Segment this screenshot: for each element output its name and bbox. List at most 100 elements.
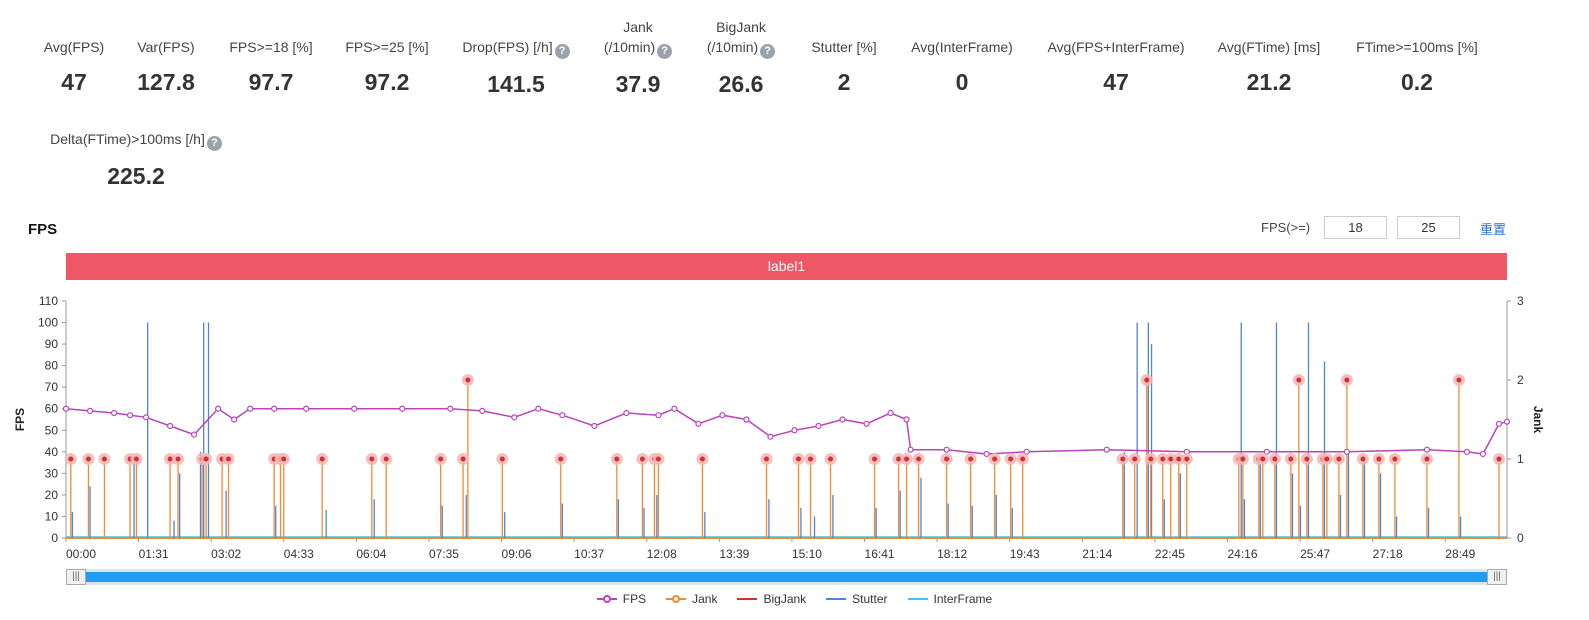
legend-swatch bbox=[907, 593, 928, 605]
label-bar[interactable]: label1 bbox=[66, 253, 1507, 280]
stat-label: Avg(FPS+InterFrame) bbox=[1047, 39, 1185, 55]
fps-threshold-input-1[interactable]: 18 bbox=[1324, 216, 1387, 239]
stat-label: Avg(FPS) bbox=[43, 39, 105, 55]
jank-point bbox=[1260, 456, 1266, 462]
jank-point bbox=[944, 456, 950, 462]
fps-point bbox=[1495, 420, 1503, 427]
jank-point bbox=[465, 377, 471, 383]
reset-button[interactable]: 重置 bbox=[1480, 222, 1507, 237]
jank-point bbox=[1120, 456, 1126, 462]
legend-item-interframe[interactable]: InterFrame bbox=[907, 592, 992, 606]
legend-label: BigJank bbox=[763, 592, 807, 606]
chart-title: FPS bbox=[28, 221, 58, 238]
y-tick-label: 40 bbox=[45, 445, 59, 459]
jank-point bbox=[1132, 456, 1138, 462]
jank-point bbox=[558, 456, 564, 462]
x-tick-label: 16:41 bbox=[865, 547, 895, 561]
legend-swatch bbox=[666, 593, 687, 605]
jank-point bbox=[1184, 456, 1190, 462]
slider-handle-left[interactable]: ||| bbox=[66, 569, 86, 585]
x-tick-label: 28:49 bbox=[1445, 547, 1475, 561]
help-icon[interactable]: ? bbox=[554, 44, 570, 59]
help-icon[interactable]: ? bbox=[206, 136, 222, 151]
fps-point bbox=[231, 416, 238, 423]
y2-axis-label: Jank bbox=[1531, 406, 1545, 434]
legend-label: FPS bbox=[622, 592, 647, 606]
x-tick-label: 01:31 bbox=[139, 547, 169, 561]
x-tick-label: 25:47 bbox=[1300, 547, 1330, 561]
jank-point bbox=[1020, 456, 1026, 462]
legend-item-fps[interactable]: FPS bbox=[596, 592, 647, 606]
jank-point bbox=[655, 456, 661, 462]
legend-item-stutter[interactable]: Stutter bbox=[826, 592, 888, 606]
jank-point bbox=[369, 456, 375, 462]
x-tick-label: 13:39 bbox=[719, 547, 749, 561]
jank-point bbox=[1008, 456, 1014, 462]
x-tick-label: 24:16 bbox=[1227, 547, 1257, 561]
legend-item-bigjank[interactable]: BigJank bbox=[737, 592, 806, 606]
stat-6: BigJank (/10min)? 26.6 bbox=[631, 17, 851, 98]
stat-label: FPS>=25 [%] bbox=[345, 39, 429, 55]
fps-point bbox=[863, 420, 870, 427]
stat-label: Drop(FPS) [/h]? bbox=[406, 37, 626, 59]
help-icon[interactable]: ? bbox=[657, 44, 673, 59]
jank-point bbox=[1424, 456, 1430, 462]
time-range-slider[interactable]: ||| ||| bbox=[66, 569, 1507, 585]
stat-label: Jank (/10min)? bbox=[528, 17, 748, 59]
fps-point bbox=[1479, 450, 1487, 458]
jank-point bbox=[1296, 377, 1302, 383]
y-tick-label: 20 bbox=[45, 488, 59, 502]
legend-item-jank[interactable]: Jank bbox=[666, 592, 717, 606]
fps-threshold-input-2[interactable]: 25 bbox=[1397, 216, 1460, 239]
jank-point bbox=[175, 456, 181, 462]
fps-point bbox=[1423, 446, 1431, 453]
fps-point bbox=[86, 407, 94, 414]
jank-point bbox=[872, 456, 878, 462]
fps-point bbox=[907, 446, 914, 453]
jank-point bbox=[796, 456, 802, 462]
fps-point bbox=[1023, 448, 1030, 455]
jank-point bbox=[85, 456, 91, 462]
x-tick-label: 00:00 bbox=[66, 547, 96, 561]
fps-point bbox=[791, 427, 798, 434]
slider-handle-right[interactable]: ||| bbox=[1487, 569, 1507, 585]
stat-value: 97.7 bbox=[248, 69, 294, 95]
jank-point bbox=[167, 456, 173, 462]
jank-point bbox=[1376, 456, 1382, 462]
y-tick-label: 80 bbox=[45, 359, 59, 373]
fps-filter-label: FPS(>=) bbox=[1261, 220, 1311, 235]
help-icon[interactable]: ? bbox=[760, 44, 776, 59]
fps-point bbox=[351, 405, 358, 412]
stat-label: Avg(FTime) [ms] bbox=[1217, 39, 1321, 55]
fps-point bbox=[271, 405, 278, 412]
x-tick-label: 15:10 bbox=[792, 547, 822, 561]
fps-point bbox=[1463, 448, 1471, 455]
x-tick-label: 12:08 bbox=[647, 547, 677, 561]
jank-point bbox=[1160, 456, 1166, 462]
x-tick-label: 09:06 bbox=[502, 547, 532, 561]
fps-point bbox=[943, 446, 950, 453]
y-axis-label: FPS bbox=[13, 408, 27, 431]
fps-point bbox=[743, 416, 750, 423]
stat-value: 21.2 bbox=[1246, 69, 1292, 95]
jank-point bbox=[1176, 456, 1182, 462]
stat-4: Drop(FPS) [/h]? 141.5 bbox=[406, 37, 626, 98]
fps-point bbox=[447, 405, 454, 412]
stat-value: 47 bbox=[61, 69, 87, 95]
fps-point bbox=[303, 405, 310, 412]
jank-point bbox=[1496, 456, 1502, 462]
fps-point bbox=[62, 405, 70, 412]
legend-swatch bbox=[596, 593, 617, 605]
fps-point bbox=[399, 405, 406, 412]
jank-point bbox=[1144, 377, 1150, 383]
fps-point bbox=[1103, 446, 1110, 453]
chart-legend: FPS Jank BigJank Stutter InterFrame bbox=[0, 592, 1589, 610]
jank-point bbox=[1240, 456, 1246, 462]
y2-tick-label: 2 bbox=[1517, 373, 1524, 387]
x-tick-label: 03:02 bbox=[211, 547, 241, 561]
y2-tick-label: 0 bbox=[1517, 531, 1524, 545]
x-tick-label: 10:37 bbox=[574, 547, 604, 561]
y-tick-label: 30 bbox=[45, 466, 59, 480]
fps-point bbox=[110, 409, 118, 417]
jank-point bbox=[904, 456, 910, 462]
